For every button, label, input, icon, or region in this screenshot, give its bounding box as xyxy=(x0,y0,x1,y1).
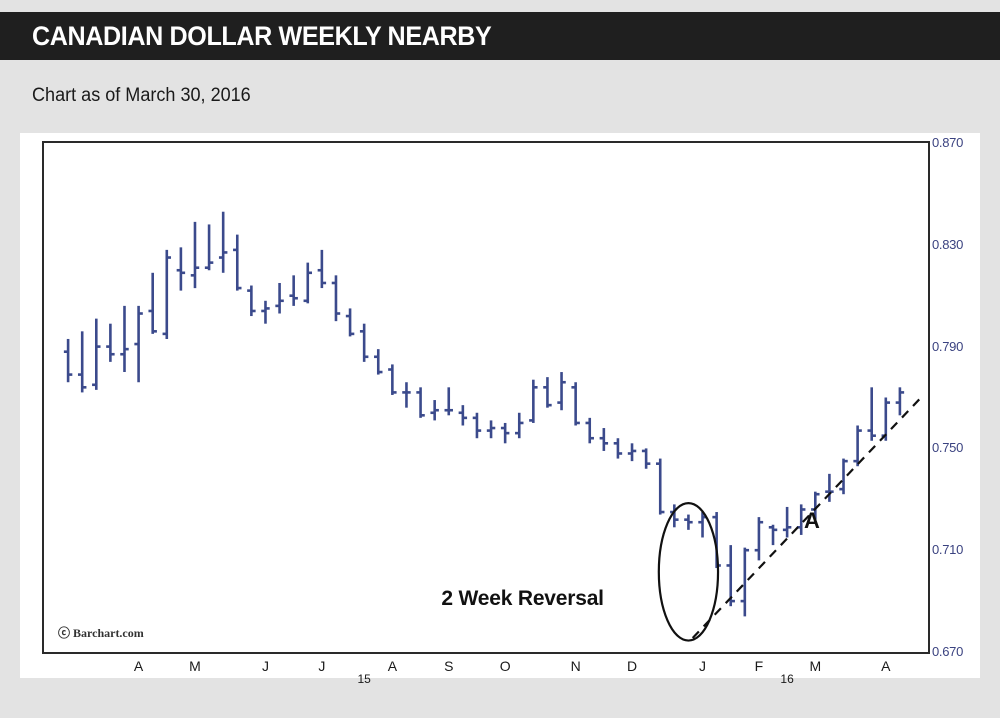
y-axis-tick-label: 0.870 xyxy=(932,135,964,150)
highlight-ellipse xyxy=(657,502,720,642)
ohlc-bar xyxy=(627,443,637,462)
ohlc-bar xyxy=(740,547,750,617)
ohlc-bar xyxy=(543,377,552,408)
ohlc-bar xyxy=(233,234,242,291)
ohlc-bar xyxy=(120,305,129,373)
ohlc-bar xyxy=(317,249,327,289)
ohlc-bar xyxy=(529,379,538,423)
ohlc-bar xyxy=(374,349,383,375)
annotation-trendline-a: A xyxy=(804,508,820,534)
ohlc-bar xyxy=(726,545,735,607)
ohlc-bar xyxy=(895,387,905,416)
ohlc-bar xyxy=(77,331,87,393)
page-title: CANADIAN DOLLAR WEEKLY NEARBY xyxy=(32,20,492,51)
header-band: CANADIAN DOLLAR WEEKLY NEARBY xyxy=(0,12,1000,60)
ohlc-bar xyxy=(359,323,369,362)
ohlc-bar xyxy=(190,221,200,289)
ohlc-bar xyxy=(162,249,172,339)
ohlc-bar xyxy=(331,275,341,322)
ohlc-bar xyxy=(571,382,580,426)
ohlc-bar xyxy=(839,458,848,495)
ohlc-bar xyxy=(754,517,764,561)
ohlc-bar xyxy=(176,247,186,291)
barchart-watermark: ⓒ Barchart.com xyxy=(58,626,144,640)
x-axis-month-label: A xyxy=(881,658,891,674)
x-axis-month-label: D xyxy=(626,658,638,674)
ohlc-bar xyxy=(500,422,510,444)
chart-card: 0.870 0.830 0.790 0.750 0.710 0.670 A M J J A S O N D… xyxy=(20,133,980,686)
ohlc-bar xyxy=(684,514,693,530)
ohlc-bar xyxy=(134,305,143,383)
x-axis-month-label: N xyxy=(570,658,581,674)
ohlc-bar xyxy=(92,318,101,390)
ohlc-bar xyxy=(486,420,496,439)
ohlc-bar xyxy=(204,224,214,271)
ohlc-bar xyxy=(458,405,468,426)
ohlc-bar xyxy=(444,387,453,416)
x-axis-month-label: O xyxy=(499,658,511,674)
ohlc-bar xyxy=(218,211,228,273)
ohlc-bar xyxy=(613,438,623,459)
ohlc-bar xyxy=(402,382,411,408)
ohlc-bar xyxy=(148,272,157,334)
ohlc-bar xyxy=(289,275,298,306)
ohlc-bar xyxy=(782,506,792,538)
chart-date-caption: Chart as of March 30, 2016 xyxy=(32,85,251,106)
ohlc-bar xyxy=(303,262,312,304)
ohlc-bar xyxy=(388,364,397,395)
ohlc-bar xyxy=(557,372,566,411)
ohlc-bar xyxy=(656,458,665,515)
y-axis-tick-label: 0.750 xyxy=(932,440,964,456)
x-axis-year-label: 15 xyxy=(357,672,371,686)
ohlc-bar xyxy=(345,308,355,337)
ohlc-bar xyxy=(430,400,439,421)
plot-frame xyxy=(42,141,930,654)
x-axis-month-label: A xyxy=(133,658,144,674)
x-axis-year-label: 16 xyxy=(780,672,794,686)
ohlc-bar xyxy=(515,412,524,439)
x-axis-month-label: M xyxy=(189,658,201,674)
ohlc-bar xyxy=(275,282,284,314)
y-axis-tick-label: 0.790 xyxy=(932,338,964,354)
ohlc-chart xyxy=(63,211,922,642)
annotation-two-week-reversal: 2 Week Reversal xyxy=(441,586,604,610)
ohlc-bar xyxy=(867,387,876,441)
ohlc-bar xyxy=(472,412,482,439)
ohlc-bar xyxy=(641,448,651,469)
y-axis-tick-label: 0.830 xyxy=(932,236,964,252)
x-axis-month-label: M xyxy=(809,658,822,674)
x-axis-month-label: S xyxy=(444,658,454,674)
ohlc-bar xyxy=(853,425,862,467)
ohlc-bar xyxy=(416,387,425,418)
ohlc-bar xyxy=(261,300,270,324)
ohlc-bar xyxy=(585,417,594,444)
x-axis-month-label: J xyxy=(261,658,269,674)
x-axis-month-label: J xyxy=(318,658,326,674)
x-axis-month-label: F xyxy=(754,658,764,674)
x-axis-month-label: A xyxy=(387,658,398,674)
ohlc-bar xyxy=(63,338,73,383)
ohlc-bar xyxy=(247,285,256,317)
ohlc-bar xyxy=(106,323,115,362)
x-axis-month-label: J xyxy=(699,658,707,674)
y-axis-tick-label: 0.710 xyxy=(932,542,964,558)
ohlc-bar xyxy=(768,524,778,546)
ohlc-bar xyxy=(599,428,609,451)
trendline xyxy=(691,396,922,639)
ohlc-bars xyxy=(63,211,905,617)
y-axis-tick-label: 0.670 xyxy=(932,644,964,659)
